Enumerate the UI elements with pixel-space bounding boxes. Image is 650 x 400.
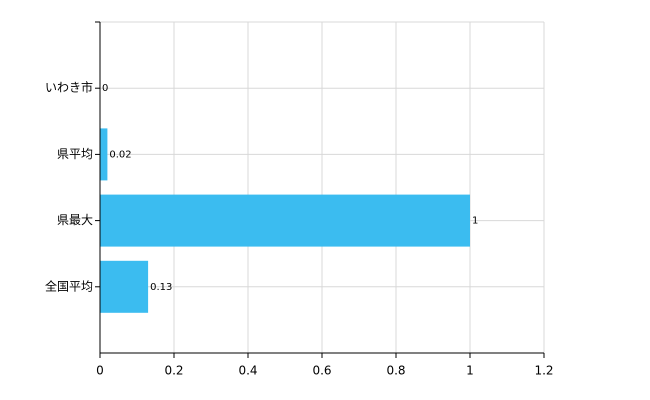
value-label: 0.13 — [150, 282, 172, 293]
y-tick-label: 全国平均 — [45, 278, 93, 293]
value-label: 0 — [102, 83, 108, 94]
value-label: 1 — [472, 216, 478, 227]
x-tick-label: 1 — [466, 364, 474, 378]
bar — [100, 194, 470, 247]
value-label: 0.02 — [109, 149, 131, 160]
bar — [100, 128, 108, 181]
x-tick-label: 0.4 — [238, 364, 257, 378]
y-tick-label: 県平均 — [57, 147, 93, 161]
x-tick-label: 1.2 — [534, 364, 553, 378]
y-tick-label: 県最大 — [57, 213, 93, 227]
y-tick-label: いわき市 — [45, 80, 93, 95]
x-tick-label: 0 — [96, 364, 104, 378]
bar — [100, 260, 149, 313]
x-tick-label: 0.8 — [386, 364, 405, 378]
x-tick-label: 0.6 — [312, 364, 331, 378]
x-tick-label: 0.2 — [164, 364, 183, 378]
